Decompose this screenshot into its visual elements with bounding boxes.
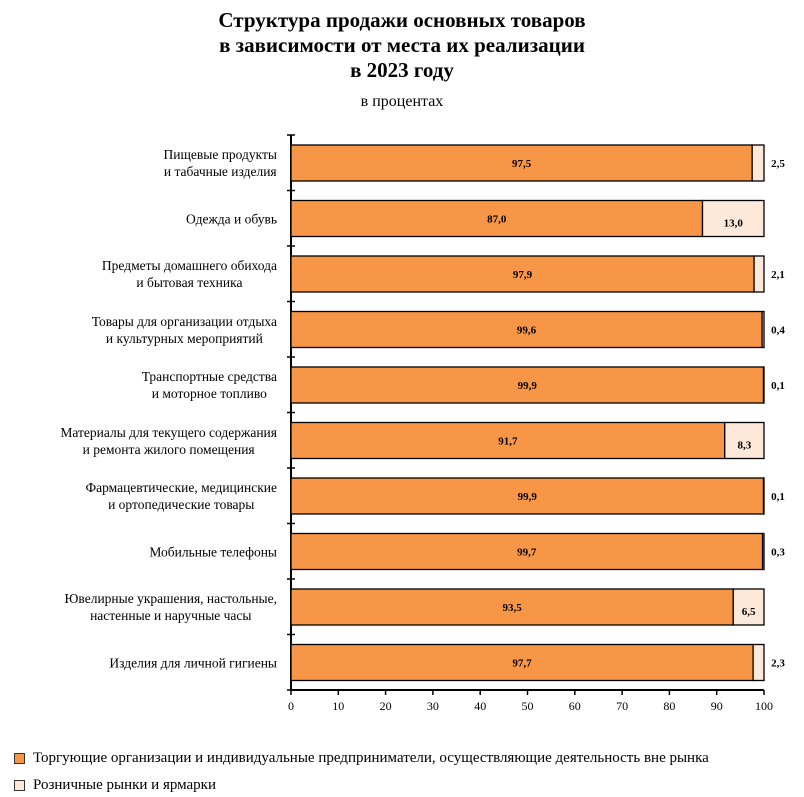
bar-segment-markets	[752, 643, 765, 682]
bar-segment-markets	[732, 588, 765, 626]
data-label: 2,1	[771, 269, 785, 281]
bar-segment-outside-market	[290, 199, 704, 238]
category-label-line: и ортопедические товары	[108, 497, 255, 512]
category-label: Мобильные телефоны	[149, 543, 277, 560]
bar-segment-markets	[724, 421, 765, 460]
x-tick-label: 90	[711, 699, 723, 713]
data-label: 93,5	[503, 602, 523, 614]
bar-segment-outside-market	[290, 144, 753, 182]
bar-segment-outside-market	[290, 477, 765, 515]
data-label: 0,3	[771, 547, 785, 559]
x-tick-label: 10	[332, 699, 344, 713]
data-label: 97,5	[512, 158, 532, 170]
data-label: 8,3	[737, 440, 751, 452]
category-label-line: и культурных мероприятий	[105, 330, 263, 346]
category-label: Предметы домашнего обихода и бытовая техн…	[102, 257, 277, 291]
data-label: 99,9	[518, 380, 538, 392]
bar-segment-markets	[761, 532, 765, 571]
data-label: 6,5	[742, 606, 756, 618]
category-label-line: Фармацевтические, медицинские	[85, 480, 277, 495]
data-label: 0,1	[771, 491, 785, 503]
bar-segment-markets	[751, 144, 765, 182]
x-tick-label: 30	[427, 699, 439, 713]
category-label: Пищевые продукты и табачные изделия	[164, 146, 277, 180]
category-label-line: Изделия для личной гигиены	[109, 655, 277, 670]
category-label-line: Ювелирные украшения, настольные,	[64, 591, 277, 606]
data-label: 2,3	[771, 658, 785, 670]
data-label: 99,6	[517, 325, 537, 337]
data-label: 99,7	[517, 547, 537, 559]
category-label: Транспортные средства и моторное топливо	[142, 368, 277, 402]
category-label-line: Транспортные средства	[141, 369, 277, 384]
category-label: Материалы для текущего содержания и ремон…	[60, 424, 277, 458]
chart-subtitle: в процентах	[360, 93, 444, 110]
category-label-line: и табачные изделия	[163, 164, 277, 179]
legend-swatch	[14, 753, 25, 764]
data-label: 0,4	[771, 325, 785, 337]
chart-title: Структура продажи основных товаров в зав…	[218, 8, 586, 82]
bar-segment-outside-market	[290, 255, 755, 293]
data-label: 0,1	[771, 380, 785, 392]
bar-segment-outside-market	[290, 366, 765, 404]
bar-segment-markets	[701, 199, 765, 238]
category-label-line: Одежда и обувь	[186, 211, 277, 226]
bar-segment-outside-market	[290, 588, 734, 626]
bar-segment-markets	[761, 310, 765, 349]
category-label-line: настенные и наручные часы	[90, 608, 252, 623]
category-label: Одежда и обувь	[186, 210, 277, 227]
legend-swatch	[14, 780, 25, 791]
x-tick-label: 0	[288, 699, 294, 713]
category-label-line: Материалы для текущего содержания	[60, 424, 277, 440]
category-label: Изделия для личной гигиены	[109, 654, 277, 671]
x-tick-label: 50	[522, 699, 534, 713]
bar-segment-outside-market	[290, 643, 754, 682]
bar-segment-outside-market	[290, 532, 764, 571]
x-tick-label: 60	[569, 699, 581, 713]
category-label-line: Товары для организации отдыха	[91, 313, 277, 329]
x-tick-label: 100	[755, 699, 773, 713]
legend-item-outside-market: Торгующие организации и индивидуальные п…	[14, 750, 709, 767]
data-label: 91,7	[498, 436, 518, 448]
x-tick-label: 70	[616, 699, 628, 713]
category-label-line: Предметы домашнего обихода	[101, 258, 277, 273]
category-label-line: Мобильные телефоны	[149, 544, 277, 559]
category-label-line: и бытовая техника	[136, 275, 243, 290]
category-label-line: и ремонта жилого помещения	[82, 441, 255, 457]
data-label: 2,5	[771, 158, 785, 170]
x-tick-label: 20	[380, 699, 392, 713]
x-tick-label: 80	[663, 699, 675, 713]
category-label: Товары для организации отдыха и культурны…	[92, 313, 277, 347]
category-label: Фармацевтические, медицинские и ортопедич…	[85, 479, 277, 513]
category-label: Ювелирные украшения, настольные, настенны…	[65, 590, 277, 624]
data-label: 13,0	[724, 218, 744, 230]
bar-segment-outside-market	[290, 310, 763, 349]
category-label-line: и моторное топливо	[151, 386, 267, 401]
x-tick-label: 40	[474, 699, 486, 713]
data-label: 87,0	[487, 214, 507, 226]
data-label: 99,9	[518, 491, 538, 503]
legend-item-markets: Розничные рынки и ярмарки	[14, 777, 216, 794]
data-label: 97,7	[512, 658, 532, 670]
bar-segment-markets	[753, 255, 765, 293]
category-label-line: Пищевые продукты	[163, 147, 277, 162]
data-label: 97,9	[513, 269, 533, 281]
